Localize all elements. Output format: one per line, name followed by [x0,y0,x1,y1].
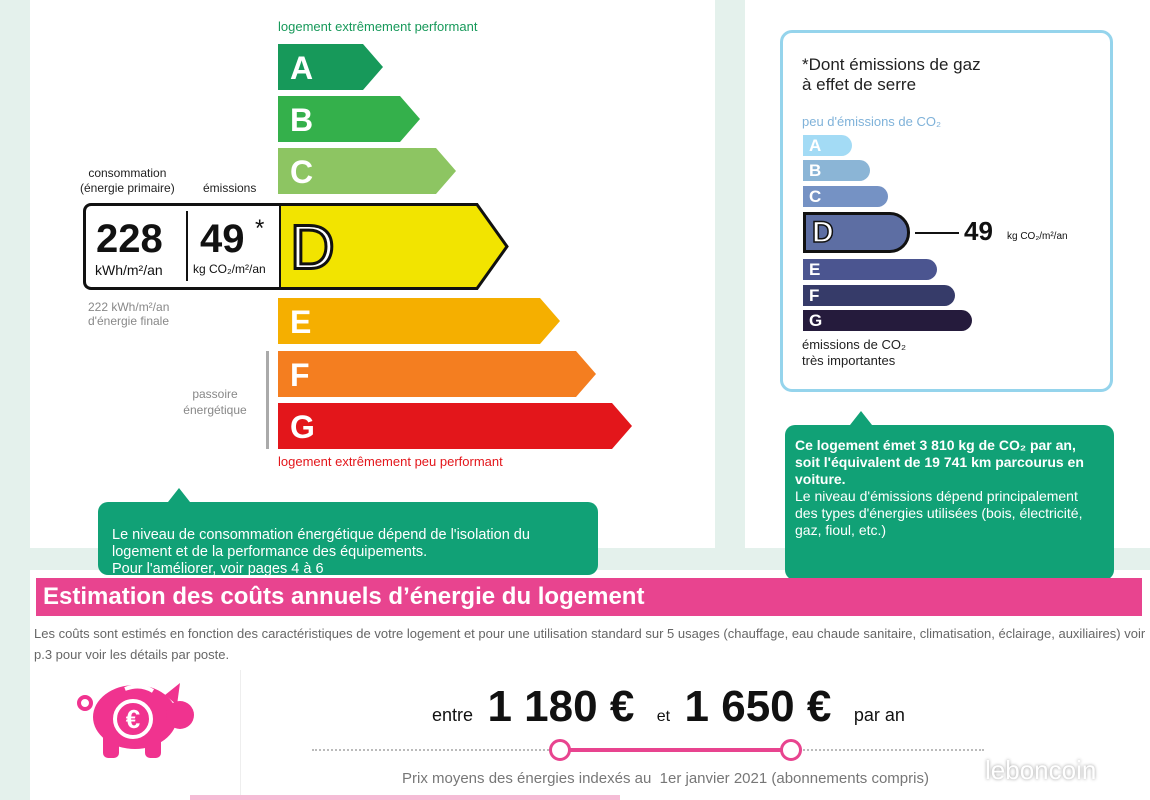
svg-text:€: € [126,704,140,734]
ghg-class-b: B [803,160,870,181]
ghg-tooltip-text: Le niveau d'émissions dépend principalem… [795,488,1083,538]
energy-class-c: C [278,148,460,199]
ghg-class-f: F [803,285,955,306]
consumption-value: 228 [96,217,163,261]
divider [186,211,188,281]
between-label: entre [432,705,474,725]
costs-header: Estimation des coûts annuels d’énergie d… [36,578,1142,616]
ghg-title: *Dont émissions de gaz à effet de serre [802,55,981,94]
ghg-value: 49 [964,216,993,246]
energy-class-b: B [278,96,424,147]
piggy-bank-euro-icon: € [75,675,200,765]
ghg-tooltip-bold: Ce logement émet 3 810 kg de CO₂ par an,… [795,437,1084,487]
svg-text:G: G [290,409,315,445]
svg-text:D: D [290,214,335,283]
passoire-label: passoire énergétique [183,387,247,417]
current-class-box [83,203,279,290]
costs-description: Les coûts sont estimés en fonction des c… [34,626,1146,662]
cost-min: 1 180 € [487,682,635,731]
energy-class-a: A [278,44,387,95]
svg-text:A: A [290,50,313,86]
emissions-value: 49 [200,217,245,261]
ghg-class-g: G [803,310,972,331]
range-max-marker [780,739,802,761]
price-note: Prix moyens des énergies indexés au 1er … [402,770,929,787]
passoire-bracket [266,351,269,449]
svg-text:E: E [290,304,311,340]
svg-text:B: B [290,102,313,138]
watermark-logo: leboncoin [985,755,1097,785]
emissions-star: * [255,215,265,242]
ghg-class-c: C [803,186,888,207]
per-year-label: par an [853,705,905,725]
energy-tooltip-text: Le niveau de consommation énergétique dé… [112,527,530,577]
and-label: et [656,708,671,725]
ghg-tooltip: Ce logement émet 3 810 kg de CO₂ par an,… [785,411,1114,580]
ghg-box [780,30,1113,392]
ghg-bottom-label: émissions de CO₂ très importantes [802,337,907,368]
ghg-connector [915,232,959,234]
range-min-marker [549,739,571,761]
emissions-unit: kg CO₂/m²/an [193,262,266,276]
svg-text:C: C [290,154,313,190]
energy-class-g: G [278,403,636,454]
ghg-unit: kg CO₂/m²/an [1007,231,1068,242]
ghg-top-label: peu d'émissions de CO₂ [802,114,942,129]
consumption-label: consommation (énergie primaire) [80,166,175,195]
costs-title: Estimation des coûts annuels d’énergie d… [43,583,645,610]
ghg-class-d: D [803,212,910,253]
range-bar [560,748,790,752]
consumption-unit: kWh/m²/an [95,262,163,278]
ghg-class-a: A [803,135,852,156]
ghg-class-e: E [803,259,937,280]
energy-class-d: D [278,203,511,295]
svg-text:F: F [290,357,310,393]
bottom-pink-arrow [190,795,620,800]
cost-range: entre 1 180 € et 1 650 € par an [432,682,905,732]
energy-top-label: logement extrêmement performant [278,19,478,34]
final-energy: 222 kWh/m²/an d'énergie finale [88,300,170,328]
energy-class-f: F [278,351,600,402]
energy-tooltip: Le niveau de consommation énergétique dé… [98,488,598,577]
emissions-label: émissions [203,181,257,195]
energy-bottom-label: logement extrêmement peu performant [278,454,503,469]
piggy-separator [240,670,241,800]
energy-class-e: E [278,298,564,349]
cost-max: 1 650 € [684,682,832,731]
